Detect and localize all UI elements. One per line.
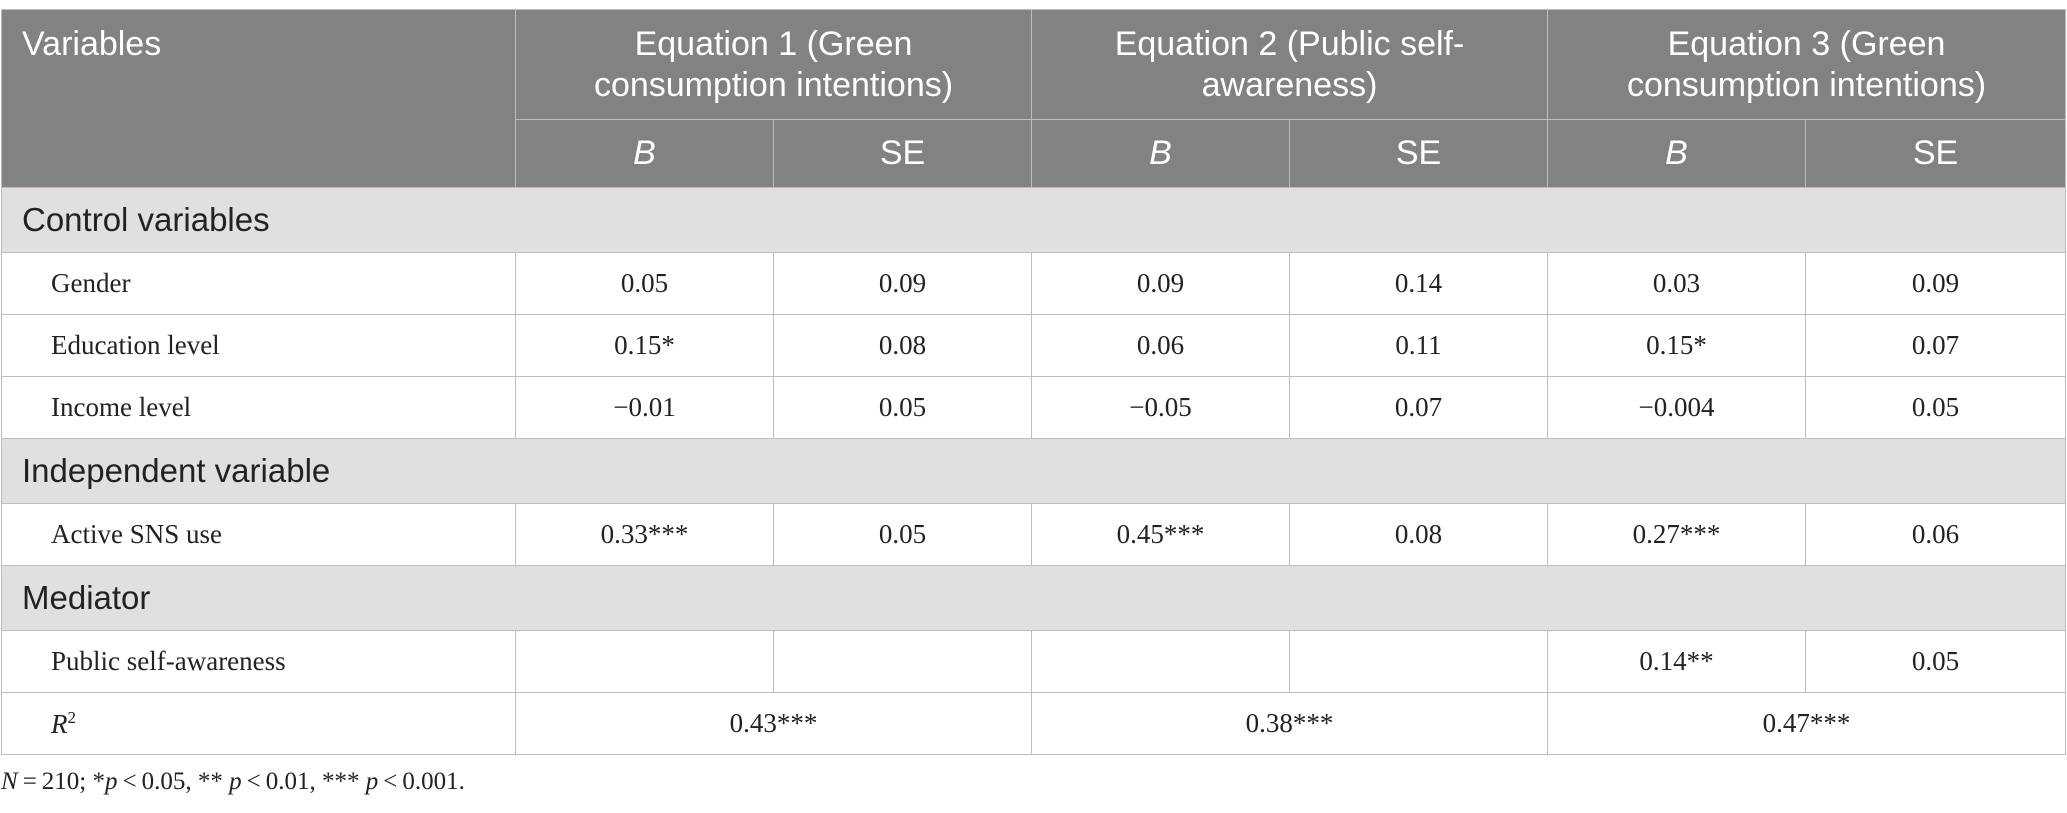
cell-value: −0.05	[1031, 376, 1291, 439]
note-p: p	[365, 768, 379, 795]
cell-value	[1031, 630, 1291, 693]
cell-value: 0.09	[1805, 252, 2067, 315]
header-b-eq2: B	[1031, 119, 1291, 188]
cell-value: 0.05	[772, 503, 1033, 566]
note-text: < 0.05, **	[117, 768, 230, 795]
section-row-control: Control variables	[0, 187, 2067, 253]
header-se-eq2: SE	[1289, 119, 1549, 188]
cell-value: 0.05	[1805, 630, 2067, 693]
row-label: Public self-awareness	[1, 630, 516, 693]
header-equation-3: Equation 3 (Green consumption intentions…	[1547, 9, 2067, 120]
cell-value: 0.05	[772, 376, 1033, 439]
section-title: Independent variable	[0, 438, 2067, 504]
cell-value: 0.14**	[1547, 630, 1807, 693]
row-label: Income level	[1, 376, 516, 439]
cell-value: 0.15*	[1547, 314, 1807, 377]
table-row-income: Income level −0.01 0.05 −0.05 0.07 −0.00…	[1, 376, 2067, 439]
header-row-equations: Variables Equation 1 (Green consumption …	[1, 9, 2067, 188]
cell-value	[1289, 630, 1549, 693]
table-row-active-sns: Active SNS use 0.33*** 0.05 0.45*** 0.08…	[1, 503, 2067, 566]
table-row-education: Education level 0.15* 0.08 0.06 0.11 0.1…	[1, 314, 2067, 377]
cell-value: 0.07	[1805, 314, 2067, 377]
cell-value: −0.004	[1547, 376, 1807, 439]
cell-value: 0.15*	[515, 314, 774, 377]
table-row-gender: Gender 0.05 0.09 0.09 0.14 0.03 0.09	[1, 252, 2067, 315]
note-p: p	[229, 768, 242, 795]
cell-value	[515, 630, 774, 693]
row-label: Gender	[1, 252, 516, 315]
section-title: Control variables	[0, 187, 2067, 253]
section-row-independent: Independent variable	[0, 438, 2067, 504]
cell-value: 0.07	[1289, 376, 1549, 439]
r-superscript: 2	[67, 707, 77, 727]
row-label: Education level	[1, 314, 516, 377]
header-se-eq3: SE	[1805, 119, 2067, 188]
note-n: N	[1, 768, 18, 795]
regression-table: Variables Equation 1 (Green consumption …	[0, 9, 2067, 755]
note-p: p	[105, 768, 118, 795]
cell-value	[772, 630, 1033, 693]
note-text: = 210; *	[17, 768, 105, 795]
table-row-r-squared: R2 0.43*** 0.38*** 0.47***	[1, 692, 2067, 755]
cell-value: 0.14	[1289, 252, 1549, 315]
header-b-eq3: B	[1547, 119, 1807, 188]
header-equation-2: Equation 2 (Public self-awareness)	[1031, 9, 1549, 120]
cell-value: 0.45***	[1031, 503, 1291, 566]
r2-value-eq1: 0.43***	[514, 692, 1033, 755]
cell-value: 0.11	[1289, 314, 1549, 377]
header-row-stats: B SE B SE B SE	[2, 119, 2067, 188]
cell-value: 0.09	[1031, 252, 1291, 315]
section-row-mediator: Mediator	[0, 565, 2067, 631]
cell-value: 0.03	[1547, 252, 1807, 315]
note-text: < 0.01, ***	[241, 768, 366, 795]
section-title: Mediator	[0, 565, 2067, 631]
cell-value: 0.05	[1805, 376, 2067, 439]
header-variables: Variables	[1, 9, 516, 188]
row-label-r-squared: R2	[1, 692, 516, 755]
cell-value: 0.05	[515, 252, 774, 315]
cell-value: 0.06	[1031, 314, 1291, 377]
cell-value: 0.06	[1805, 503, 2067, 566]
cell-value: 0.08	[1289, 503, 1549, 566]
r2-value-eq2: 0.38***	[1031, 692, 1549, 755]
row-label: Active SNS use	[1, 503, 516, 566]
table-footnote: N = 210; *p < 0.05, ** p < 0.01, *** p <…	[1, 768, 465, 796]
cell-value: −0.01	[515, 376, 774, 439]
r2-value-eq3: 0.47***	[1547, 692, 2067, 755]
header-se-eq1: SE	[772, 119, 1033, 188]
r-symbol: R	[51, 708, 68, 739]
note-text: < 0.001.	[378, 768, 465, 795]
cell-value: 0.08	[772, 314, 1033, 377]
cell-value: 0.27***	[1547, 503, 1807, 566]
table-row-public-self-awareness: Public self-awareness 0.14** 0.05	[1, 630, 2067, 693]
cell-value: 0.33***	[515, 503, 774, 566]
header-equation-1: Equation 1 (Green consumption intentions…	[514, 9, 1033, 120]
cell-value: 0.09	[772, 252, 1033, 315]
header-b-eq1: B	[515, 119, 774, 188]
